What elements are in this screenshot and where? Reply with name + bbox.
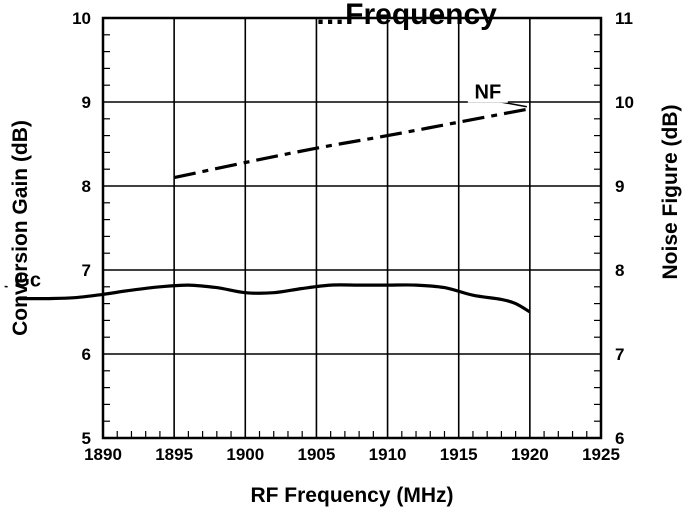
y-tick-label: 8 [82, 177, 91, 196]
x-tick-label: 1900 [226, 445, 264, 464]
y-tick-label: 5 [82, 429, 91, 448]
y2-tick-label: 8 [615, 261, 624, 280]
x-tick-label: 1895 [155, 445, 193, 464]
y2-axis-title: Noise Figure (dB) [659, 104, 682, 279]
chart-title: …Frequency [315, 0, 497, 31]
x-tick-label: 1905 [298, 445, 336, 464]
x-axis-title: RF Frequency (MHz) [250, 484, 453, 507]
x-tick-label: 1915 [440, 445, 478, 464]
y2-tick-label: 7 [615, 345, 624, 364]
x-tick-label: 1890 [84, 445, 122, 464]
grid [103, 18, 601, 438]
minor-ticks [103, 34, 601, 438]
series-label-bg [467, 80, 508, 103]
y-tick-labels: 5 6 7 8 9 10 [72, 9, 91, 448]
series-labels: Gc NF [4, 80, 527, 292]
series-label-gc: Gc [14, 270, 41, 292]
y2-tick-label: 9 [615, 177, 624, 196]
x-tick-label: 1925 [582, 445, 620, 464]
y2-tick-label: 6 [615, 429, 624, 448]
x-tick-label: 1910 [369, 445, 407, 464]
y2-tick-label: 10 [615, 93, 634, 112]
y-tick-label: 6 [82, 345, 91, 364]
y-axis-title: Conversion Gain (dB) [9, 120, 32, 336]
plot-frame [101, 16, 603, 440]
y-tick-label: 7 [82, 261, 91, 280]
x-tick-labels: 1890 1895 1900 1905 1910 1915 1920 1925 [84, 445, 620, 464]
series-line-nf [173, 107, 531, 180]
y-tick-label: 10 [72, 9, 91, 28]
series-layer [17, 107, 531, 314]
series-line-gc [17, 283, 531, 314]
series-label-bg [7, 268, 48, 291]
y2-tick-labels: 6 7 8 9 10 11 [615, 9, 634, 448]
y2-tick-label: 11 [615, 9, 633, 28]
y-tick-label: 9 [82, 93, 91, 112]
x-tick-label: 1920 [511, 445, 549, 464]
series-label-nf: NF [475, 82, 502, 104]
